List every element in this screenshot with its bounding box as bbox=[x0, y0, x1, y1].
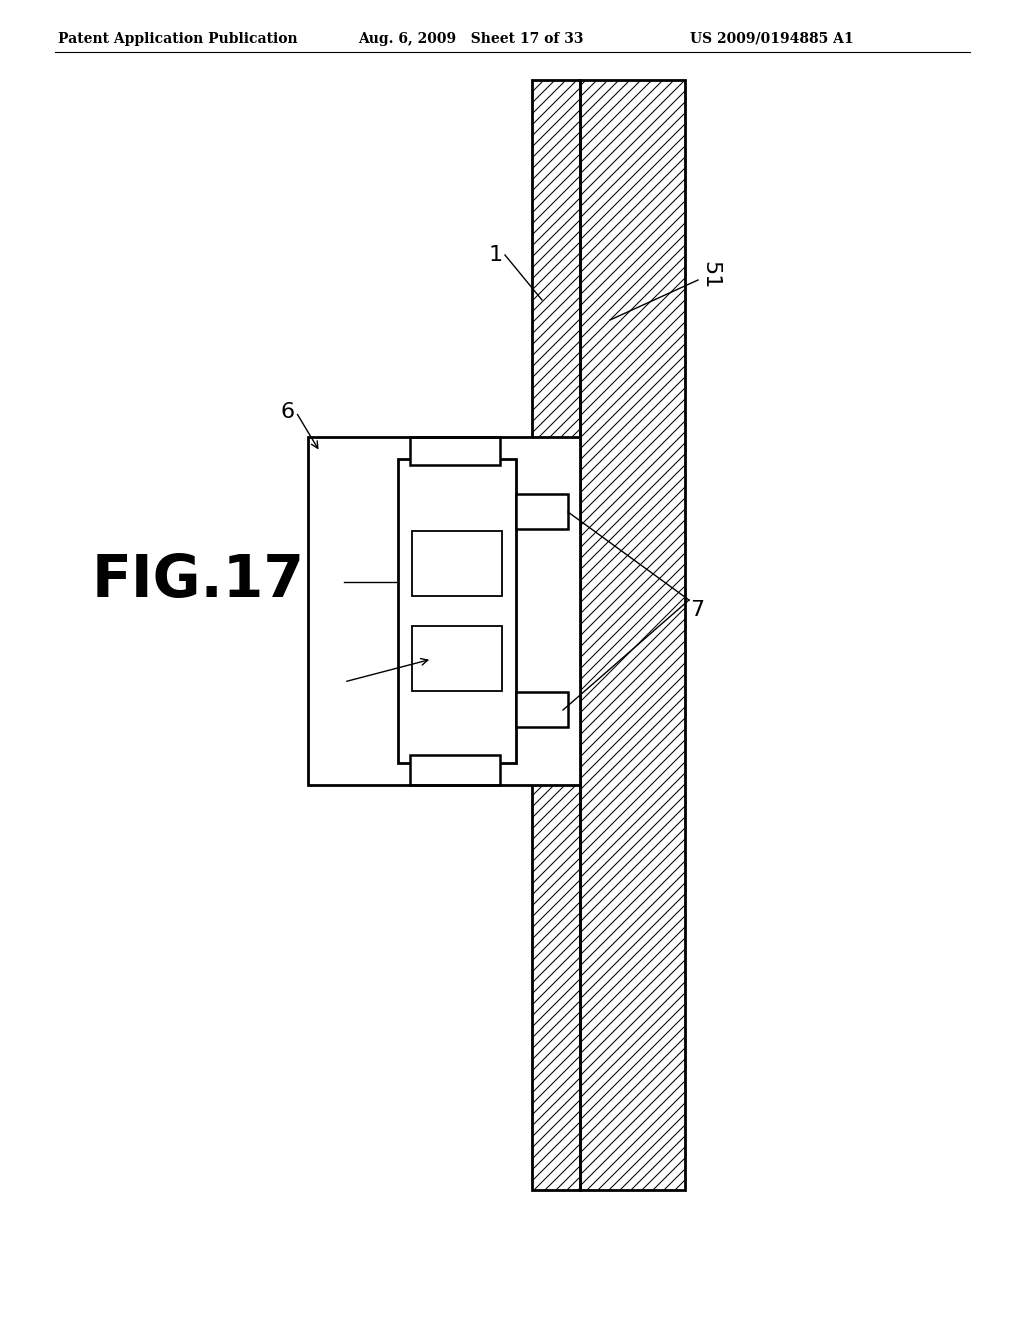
Bar bbox=[398, 459, 516, 763]
Text: 6: 6 bbox=[281, 403, 295, 422]
Bar bbox=[580, 81, 685, 1191]
Text: 7: 7 bbox=[690, 601, 705, 620]
Bar bbox=[308, 437, 398, 785]
Text: Aug. 6, 2009   Sheet 17 of 33: Aug. 6, 2009 Sheet 17 of 33 bbox=[358, 32, 584, 46]
Bar bbox=[410, 437, 500, 465]
Bar bbox=[516, 494, 568, 529]
Bar bbox=[412, 531, 502, 597]
Text: Patent Application Publication: Patent Application Publication bbox=[58, 32, 298, 46]
Text: US 2009/0194885 A1: US 2009/0194885 A1 bbox=[690, 32, 854, 46]
Bar bbox=[308, 437, 580, 785]
Text: FIG.17: FIG.17 bbox=[92, 552, 305, 609]
Bar bbox=[410, 755, 500, 785]
Text: 51: 51 bbox=[700, 261, 720, 289]
Text: 12: 12 bbox=[313, 572, 342, 591]
Bar bbox=[412, 531, 502, 597]
Bar bbox=[532, 81, 580, 1191]
Text: 1: 1 bbox=[488, 246, 503, 265]
Bar bbox=[532, 81, 580, 1191]
Bar bbox=[398, 459, 516, 763]
Bar bbox=[412, 626, 502, 690]
Text: 14: 14 bbox=[313, 672, 342, 692]
Bar bbox=[308, 437, 580, 785]
Bar bbox=[580, 81, 685, 1191]
Bar bbox=[412, 626, 502, 690]
Bar bbox=[516, 692, 568, 727]
